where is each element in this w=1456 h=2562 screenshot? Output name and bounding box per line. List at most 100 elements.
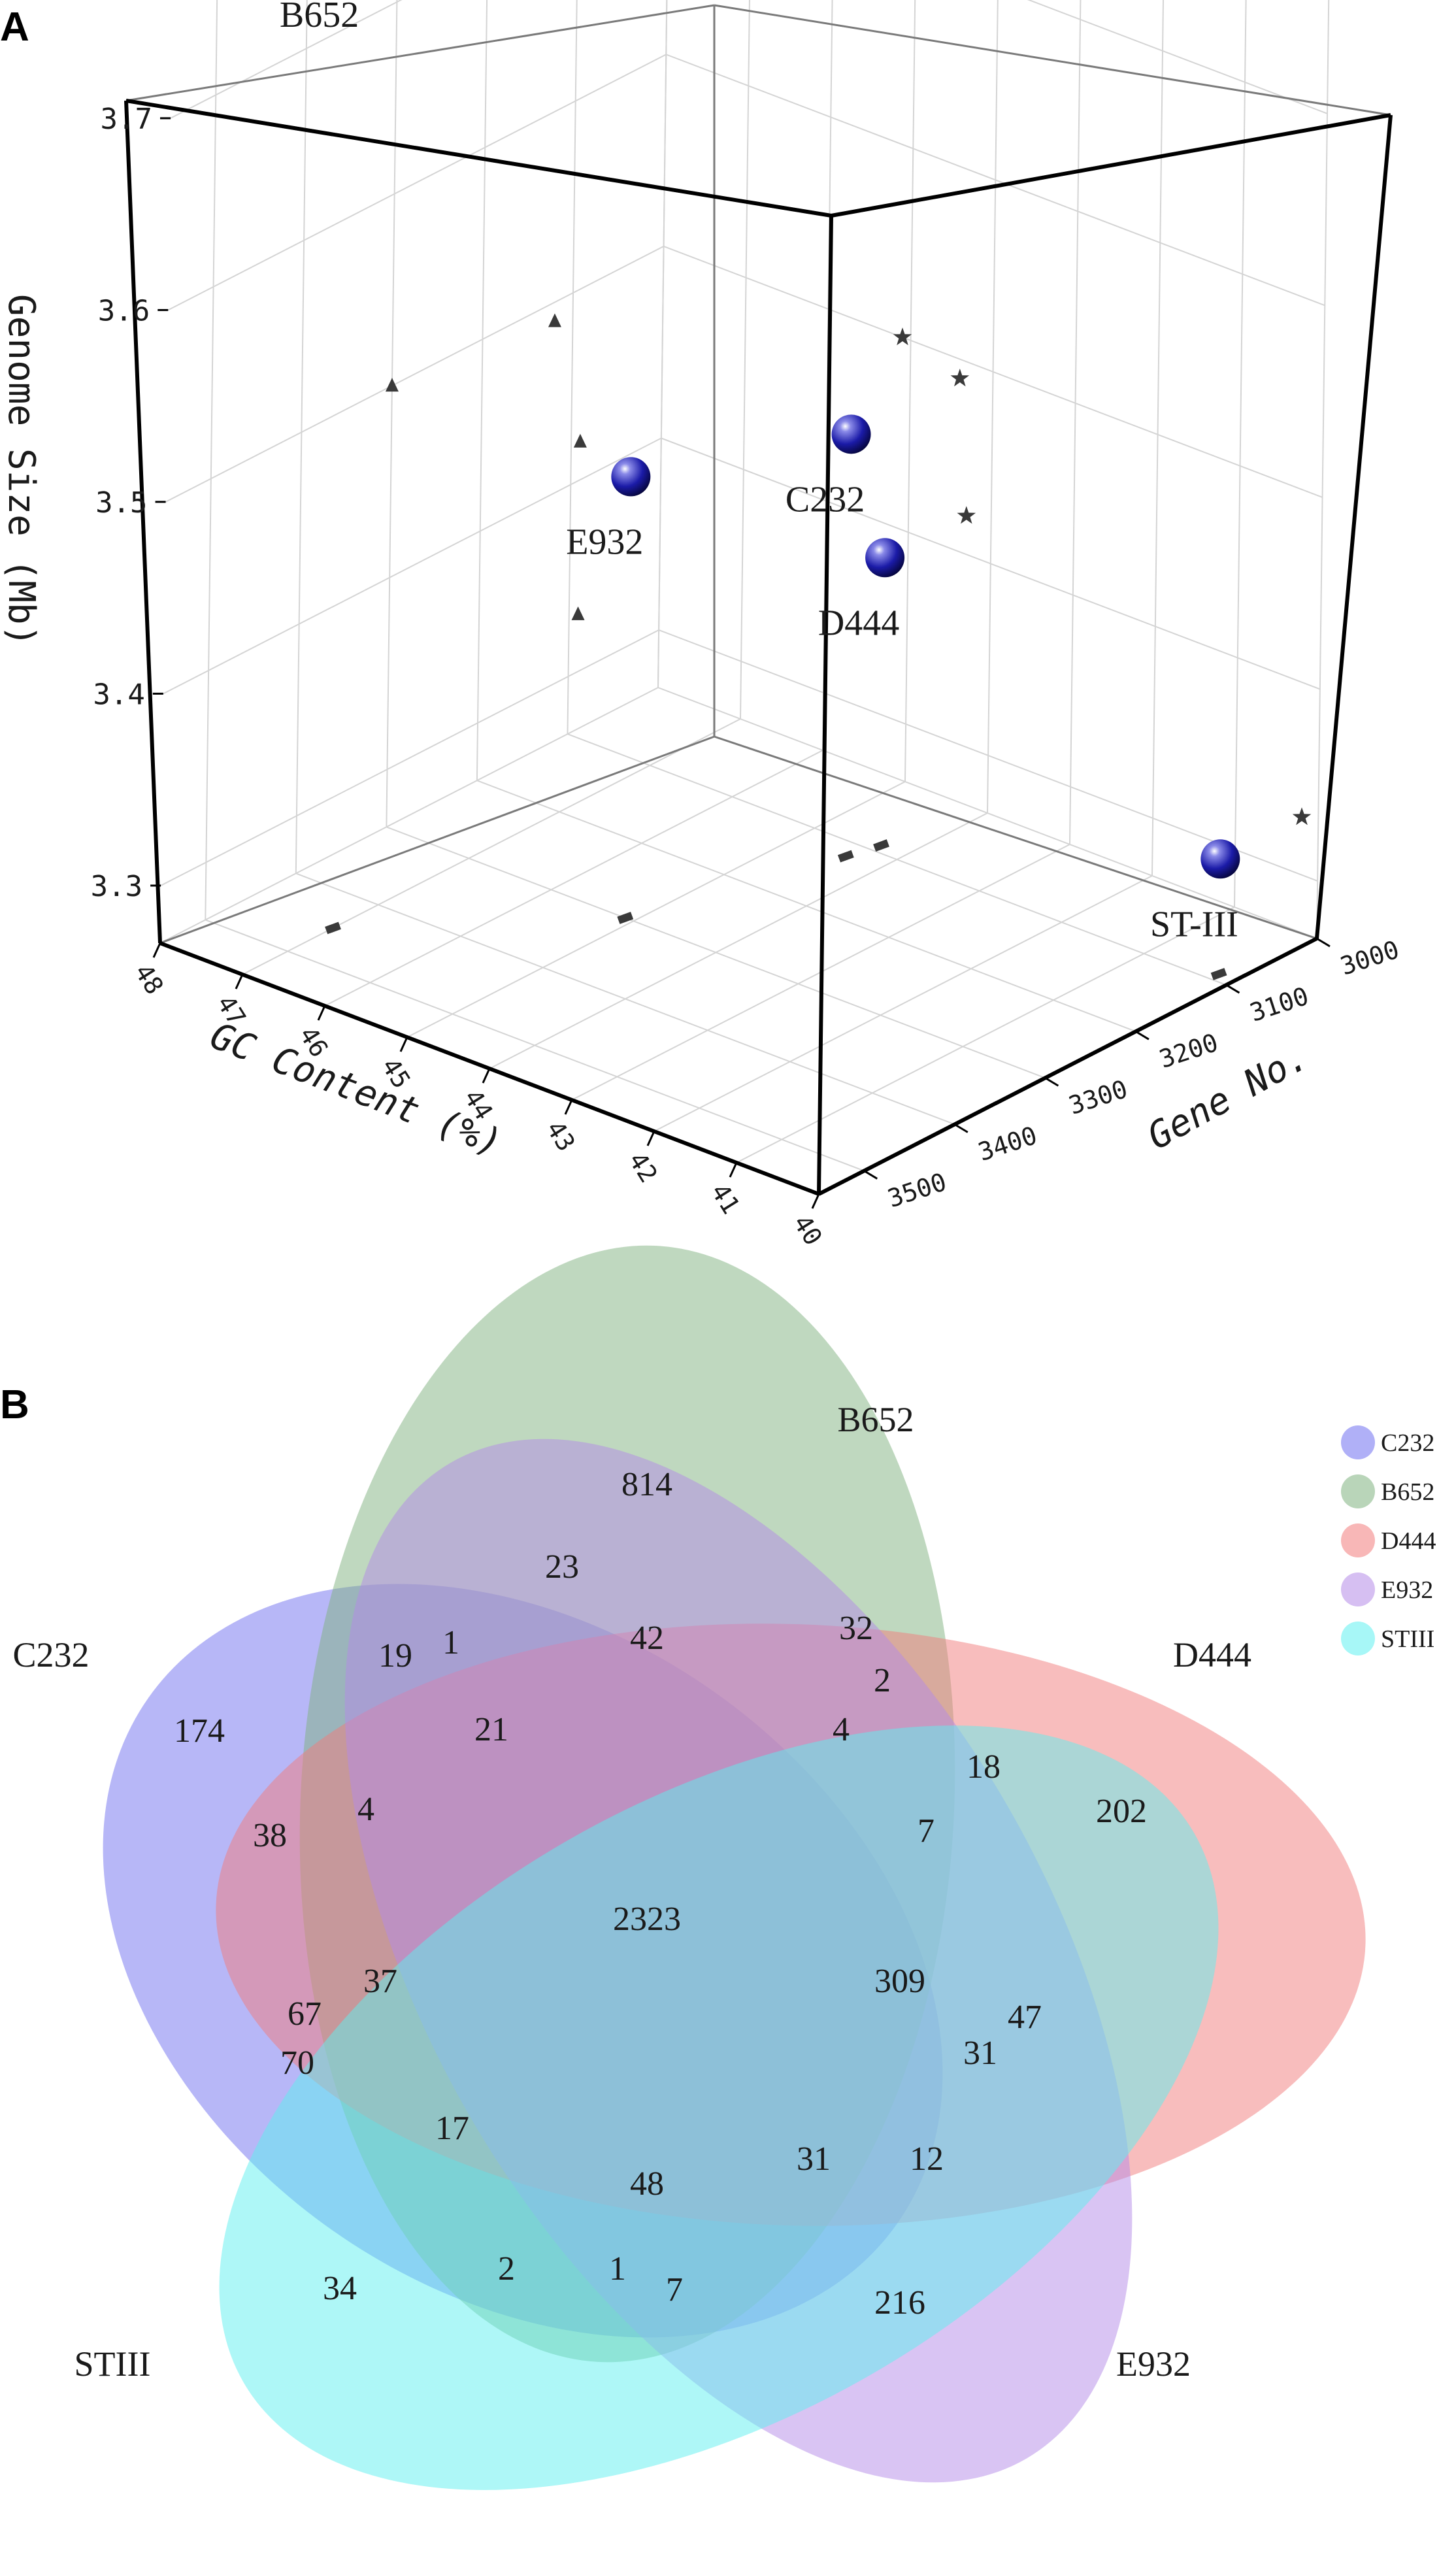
x-tick-label: 42 bbox=[623, 1147, 663, 1188]
front-vertical-edge bbox=[817, 215, 833, 1195]
wall-grid-gc-44 bbox=[987, 0, 999, 814]
panel-a-front-frame bbox=[124, 99, 1393, 1196]
z-axis-title: Genome Size (Mb) bbox=[0, 294, 42, 646]
y-tick-label: 3300 bbox=[1065, 1074, 1131, 1120]
z-tick-label: 3.6 bbox=[98, 294, 150, 327]
venn-region-count: 31 bbox=[797, 2140, 831, 2178]
y-tick-mark bbox=[1044, 1076, 1059, 1087]
floor-grid-gc-46 bbox=[324, 750, 823, 1006]
panel-a-letter: A bbox=[0, 5, 29, 50]
data-point-label: ST-III bbox=[1150, 904, 1238, 944]
venn-ellipse-stiii bbox=[219, 1725, 1219, 2490]
front-top-right-edge bbox=[831, 113, 1391, 218]
legend-item-d444: D444 bbox=[1341, 1523, 1436, 1557]
wall-projection-genes-C232 bbox=[548, 313, 561, 327]
legend-swatch-c232 bbox=[1341, 1425, 1375, 1459]
venn-region-count: 7 bbox=[666, 2271, 683, 2308]
set-label-c232: C232 bbox=[12, 1635, 89, 1674]
data-point-label: C232 bbox=[786, 479, 865, 520]
x-tick-mark bbox=[399, 1037, 408, 1052]
floor-grid-genes-3100 bbox=[567, 733, 1227, 986]
venn-region-count: 17 bbox=[435, 2110, 469, 2147]
legend-label-c232: C232 bbox=[1381, 1429, 1434, 1457]
floor-grid-genes-3000 bbox=[657, 687, 1317, 939]
wall-projection-gc-ST-III bbox=[1292, 807, 1312, 825]
wall-projection-genes-E932 bbox=[385, 378, 399, 392]
venn-region-count: 48 bbox=[630, 2165, 664, 2203]
legend-swatch-e932 bbox=[1341, 1572, 1375, 1606]
x-tick-label: 43 bbox=[540, 1116, 581, 1156]
floor-back-right-edge bbox=[714, 735, 1317, 940]
x-tick-mark bbox=[317, 1005, 326, 1021]
floor-grid-gc-44 bbox=[489, 812, 988, 1069]
z-axis-line bbox=[124, 100, 162, 944]
venn-region-count: 18 bbox=[967, 1748, 1001, 1786]
wall-grid-genes-3000 bbox=[657, 0, 668, 688]
wall-grid-size-3.5 bbox=[165, 245, 1323, 503]
venn-region-count: 34 bbox=[323, 2270, 357, 2307]
x-tick-mark bbox=[646, 1131, 655, 1146]
x-tick-mark bbox=[564, 1099, 573, 1115]
wall-projection-gc-E932 bbox=[893, 327, 912, 346]
venn-region-count: 70 bbox=[280, 2044, 314, 2082]
panel-a-points: B652 E932 C232 D444 ST-III bbox=[280, 0, 1240, 944]
z-tick-label: 3.5 bbox=[95, 486, 147, 520]
x-tick-mark bbox=[811, 1193, 820, 1209]
wall-projection-gc-C232 bbox=[950, 369, 970, 387]
floor-grid-genes-3300 bbox=[386, 826, 1046, 1079]
back-top-left-edge bbox=[125, 4, 715, 102]
y-tick-label: 3200 bbox=[1156, 1028, 1222, 1074]
set-label-e932: E932 bbox=[1116, 2344, 1191, 2384]
panel-b-letter: B bbox=[0, 1382, 29, 1427]
venn-region-count: 4 bbox=[357, 1791, 374, 1828]
data-point-D444 bbox=[865, 538, 905, 578]
data-point-ST-III bbox=[1200, 839, 1240, 879]
venn-region-count: 2323 bbox=[613, 1901, 681, 1938]
wall-grid-size-3.7 bbox=[170, 0, 1328, 119]
x-axis-title: GC Content (%) bbox=[205, 1014, 508, 1165]
wall-grid-genes-3300 bbox=[386, 0, 398, 827]
y-tick-label: 3100 bbox=[1246, 982, 1312, 1027]
floor-back-left-edge bbox=[159, 735, 715, 944]
venn-region-count: 202 bbox=[1096, 1793, 1147, 1830]
wall-grid-size-3.6 bbox=[167, 54, 1325, 311]
legend-swatch-stiii bbox=[1341, 1622, 1375, 1655]
legend-label-e932: E932 bbox=[1381, 1576, 1433, 1604]
floor-grid-gc-47 bbox=[242, 718, 741, 975]
front-top-left-edge bbox=[125, 99, 832, 218]
venn-region-count: 21 bbox=[474, 1711, 508, 1748]
venn-region-count: 37 bbox=[363, 1963, 397, 2000]
y-tick-mark bbox=[863, 1170, 878, 1180]
panel-a-gridlines bbox=[159, 0, 1330, 1195]
floor-projection-C232 bbox=[837, 850, 854, 863]
panel-a-3d-scatter: 3.33.43.53.63.74847464544434241403000310… bbox=[0, 0, 1402, 1250]
floor-grid-genes-3200 bbox=[476, 780, 1136, 1033]
wall-grid-genes-3100 bbox=[567, 0, 578, 735]
data-point-C232 bbox=[831, 414, 871, 454]
legend-label-d444: D444 bbox=[1381, 1527, 1436, 1555]
legend-item-b652: B652 bbox=[1341, 1474, 1434, 1508]
set-label-d444: D444 bbox=[1173, 1635, 1251, 1674]
legend-item-stiii: STIII bbox=[1341, 1622, 1434, 1655]
wall-grid-gc-41 bbox=[1234, 0, 1247, 908]
venn-region-count: 38 bbox=[253, 1817, 287, 1854]
y-axis-line bbox=[818, 937, 1318, 1196]
floor-grid-gc-45 bbox=[406, 781, 906, 1038]
data-point-label: E932 bbox=[566, 522, 643, 562]
floor-projection-D444 bbox=[873, 839, 889, 852]
wall-grid-gc-40 bbox=[1316, 0, 1330, 939]
data-point-E932 bbox=[611, 457, 651, 497]
set-label-stiii: STIII bbox=[74, 2344, 151, 2384]
panel-a-back-frame bbox=[125, 4, 1391, 944]
wall-grid-gc-42 bbox=[1151, 0, 1165, 876]
venn-region-count: 7 bbox=[918, 1812, 935, 1850]
y-tick-label: 3400 bbox=[974, 1121, 1040, 1167]
wall-grid-gc-47 bbox=[740, 0, 750, 720]
data-point-label: D444 bbox=[818, 603, 899, 643]
venn-region-count: 2 bbox=[498, 2250, 515, 2288]
wall-projection-gc-D444 bbox=[957, 506, 976, 524]
x-tick-mark bbox=[235, 974, 244, 990]
